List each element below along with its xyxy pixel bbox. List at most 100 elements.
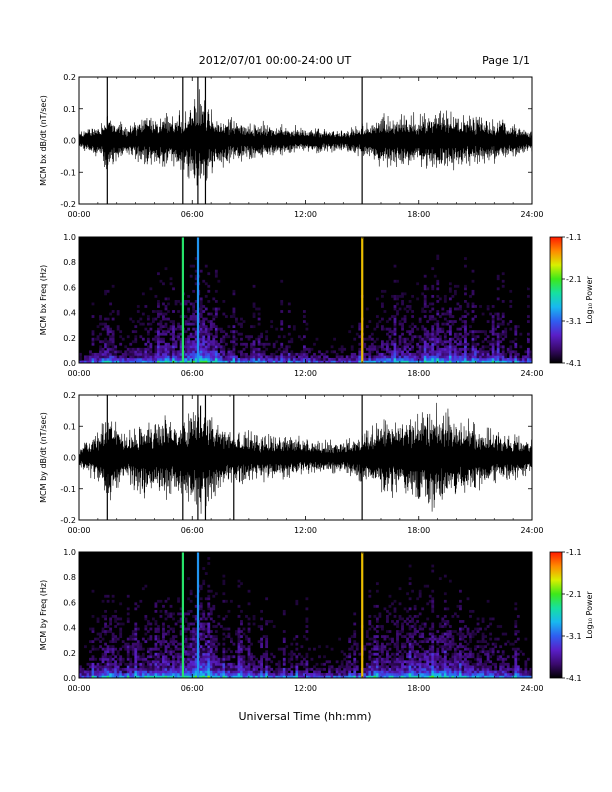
- spectrogram-cell: [328, 357, 331, 361]
- spectrogram-cell: [194, 647, 198, 651]
- spectrogram-cell: [340, 360, 344, 363]
- spectrogram-cell: [413, 352, 417, 356]
- spectrogram-cell: [423, 352, 427, 356]
- spectrogram-cell: [101, 347, 105, 351]
- spectrogram-cell: [436, 357, 440, 361]
- spectrogram-cell: [199, 310, 203, 313]
- spectrogram-cell: [345, 667, 349, 671]
- spectrogram-cell: [469, 632, 472, 636]
- spectrogram-cell: [461, 320, 465, 323]
- spectrogram-cell: [207, 345, 211, 349]
- spectrogram-cell: [81, 360, 85, 363]
- spectrogram-cell: [260, 667, 264, 671]
- spectrogram-cell: [184, 350, 188, 354]
- spectrogram-cell: [277, 660, 281, 664]
- spectrogram-cell: [365, 630, 369, 633]
- spectrogram-cell: [496, 655, 500, 659]
- spectrogram-cell: [187, 655, 191, 659]
- spectrogram-cell: [250, 345, 253, 349]
- spectrogram-cell: [149, 637, 153, 641]
- spectrogram-cell: [202, 345, 206, 349]
- spectrogram-cell: [408, 607, 412, 611]
- spectrogram-cell: [245, 342, 248, 346]
- spectrogram-cell: [302, 347, 306, 351]
- spectrogram-cell: [506, 360, 510, 363]
- spectrogram-cell: [207, 655, 211, 659]
- spectrogram-cell: [393, 332, 397, 336]
- spectrogram-cell: [194, 342, 198, 346]
- spectrogram-cell: [212, 355, 216, 359]
- spectrogram-cell: [345, 357, 349, 361]
- spectrogram-cell: [111, 635, 115, 638]
- x-tick-label: 06:00: [181, 526, 204, 535]
- spectrogram-cell: [406, 665, 409, 669]
- spectrogram-cell: [126, 594, 130, 598]
- spectrogram-cell: [305, 660, 309, 664]
- spectrogram-cell: [396, 345, 399, 349]
- spectrogram-cell: [219, 625, 223, 628]
- spectrogram-cell: [373, 675, 377, 678]
- spectrogram-cell: [124, 345, 128, 349]
- spectrogram-cell: [481, 345, 485, 349]
- spectrogram-cell: [448, 330, 452, 334]
- spectrogram-cell: [476, 640, 480, 644]
- spectrogram-cell: [280, 279, 284, 283]
- spectrogram-cell: [514, 632, 518, 636]
- spectrogram-cell: [476, 670, 480, 674]
- spectrogram-cell: [99, 635, 102, 638]
- spectrogram-cell: [129, 660, 133, 664]
- spectrogram-cell: [381, 347, 384, 351]
- spectrogram-cell: [413, 667, 417, 671]
- spectrogram-cell: [227, 670, 231, 674]
- spectrogram-cell: [370, 652, 374, 656]
- spectrogram-cell: [192, 352, 196, 356]
- spectrogram-cell: [300, 357, 304, 361]
- spectrogram-cell: [192, 289, 196, 293]
- spectrogram-cell: [162, 627, 165, 631]
- y-axis-label: MCM by Freq (Hz): [39, 580, 48, 650]
- spectrogram-cell: [247, 670, 251, 674]
- spectrogram-cell: [287, 675, 291, 678]
- spectrogram-cell: [431, 350, 435, 354]
- spectrogram-cell: [474, 347, 477, 351]
- spectrogram-cell: [431, 360, 435, 363]
- spectrogram-cell: [131, 320, 135, 323]
- spectrogram-cell: [413, 655, 417, 659]
- broadband-line-1: [181, 552, 185, 678]
- spectrogram-cell: [134, 665, 138, 669]
- spectrogram-cell: [230, 352, 233, 356]
- spectrogram-cell: [136, 627, 140, 631]
- spectrogram-cell: [423, 315, 427, 318]
- spectrogram-cell: [192, 340, 196, 344]
- spectrogram-cell: [315, 675, 319, 678]
- spectrogram-cell: [159, 327, 163, 331]
- spectrogram-cell: [441, 327, 445, 331]
- spectrogram-cell: [101, 652, 105, 656]
- spectrogram-cell: [501, 652, 505, 656]
- spectrogram-cell: [109, 647, 113, 651]
- spectrogram-cell: [471, 360, 475, 363]
- spectrogram-cell: [121, 672, 125, 676]
- spectrogram-cell: [489, 330, 493, 334]
- spectrogram-cell: [476, 350, 480, 354]
- spectrogram-cell: [411, 657, 415, 661]
- spectrogram-cell: [250, 350, 253, 354]
- spectrogram-cell: [106, 647, 110, 651]
- spectrogram-cell: [368, 652, 372, 656]
- spectrogram-cell: [240, 662, 243, 666]
- spectrogram-cell: [265, 672, 269, 676]
- spectrogram-cell: [111, 645, 115, 649]
- spectrogram-cell: [139, 675, 143, 678]
- spectrogram-cell: [330, 670, 334, 674]
- spectrogram-cell: [129, 675, 133, 678]
- spectrogram-cell: [111, 670, 115, 674]
- spectrogram-cell: [214, 307, 218, 311]
- spectrogram-cell: [355, 660, 359, 664]
- spectrogram-cell: [378, 657, 382, 661]
- spectrogram-cell: [418, 320, 422, 323]
- spectrogram-cell: [381, 642, 384, 646]
- spectrogram-cell: [375, 345, 379, 349]
- spectrogram-cell: [157, 625, 160, 628]
- spectrogram-cell: [489, 355, 493, 359]
- spectrogram-cell: [94, 667, 97, 671]
